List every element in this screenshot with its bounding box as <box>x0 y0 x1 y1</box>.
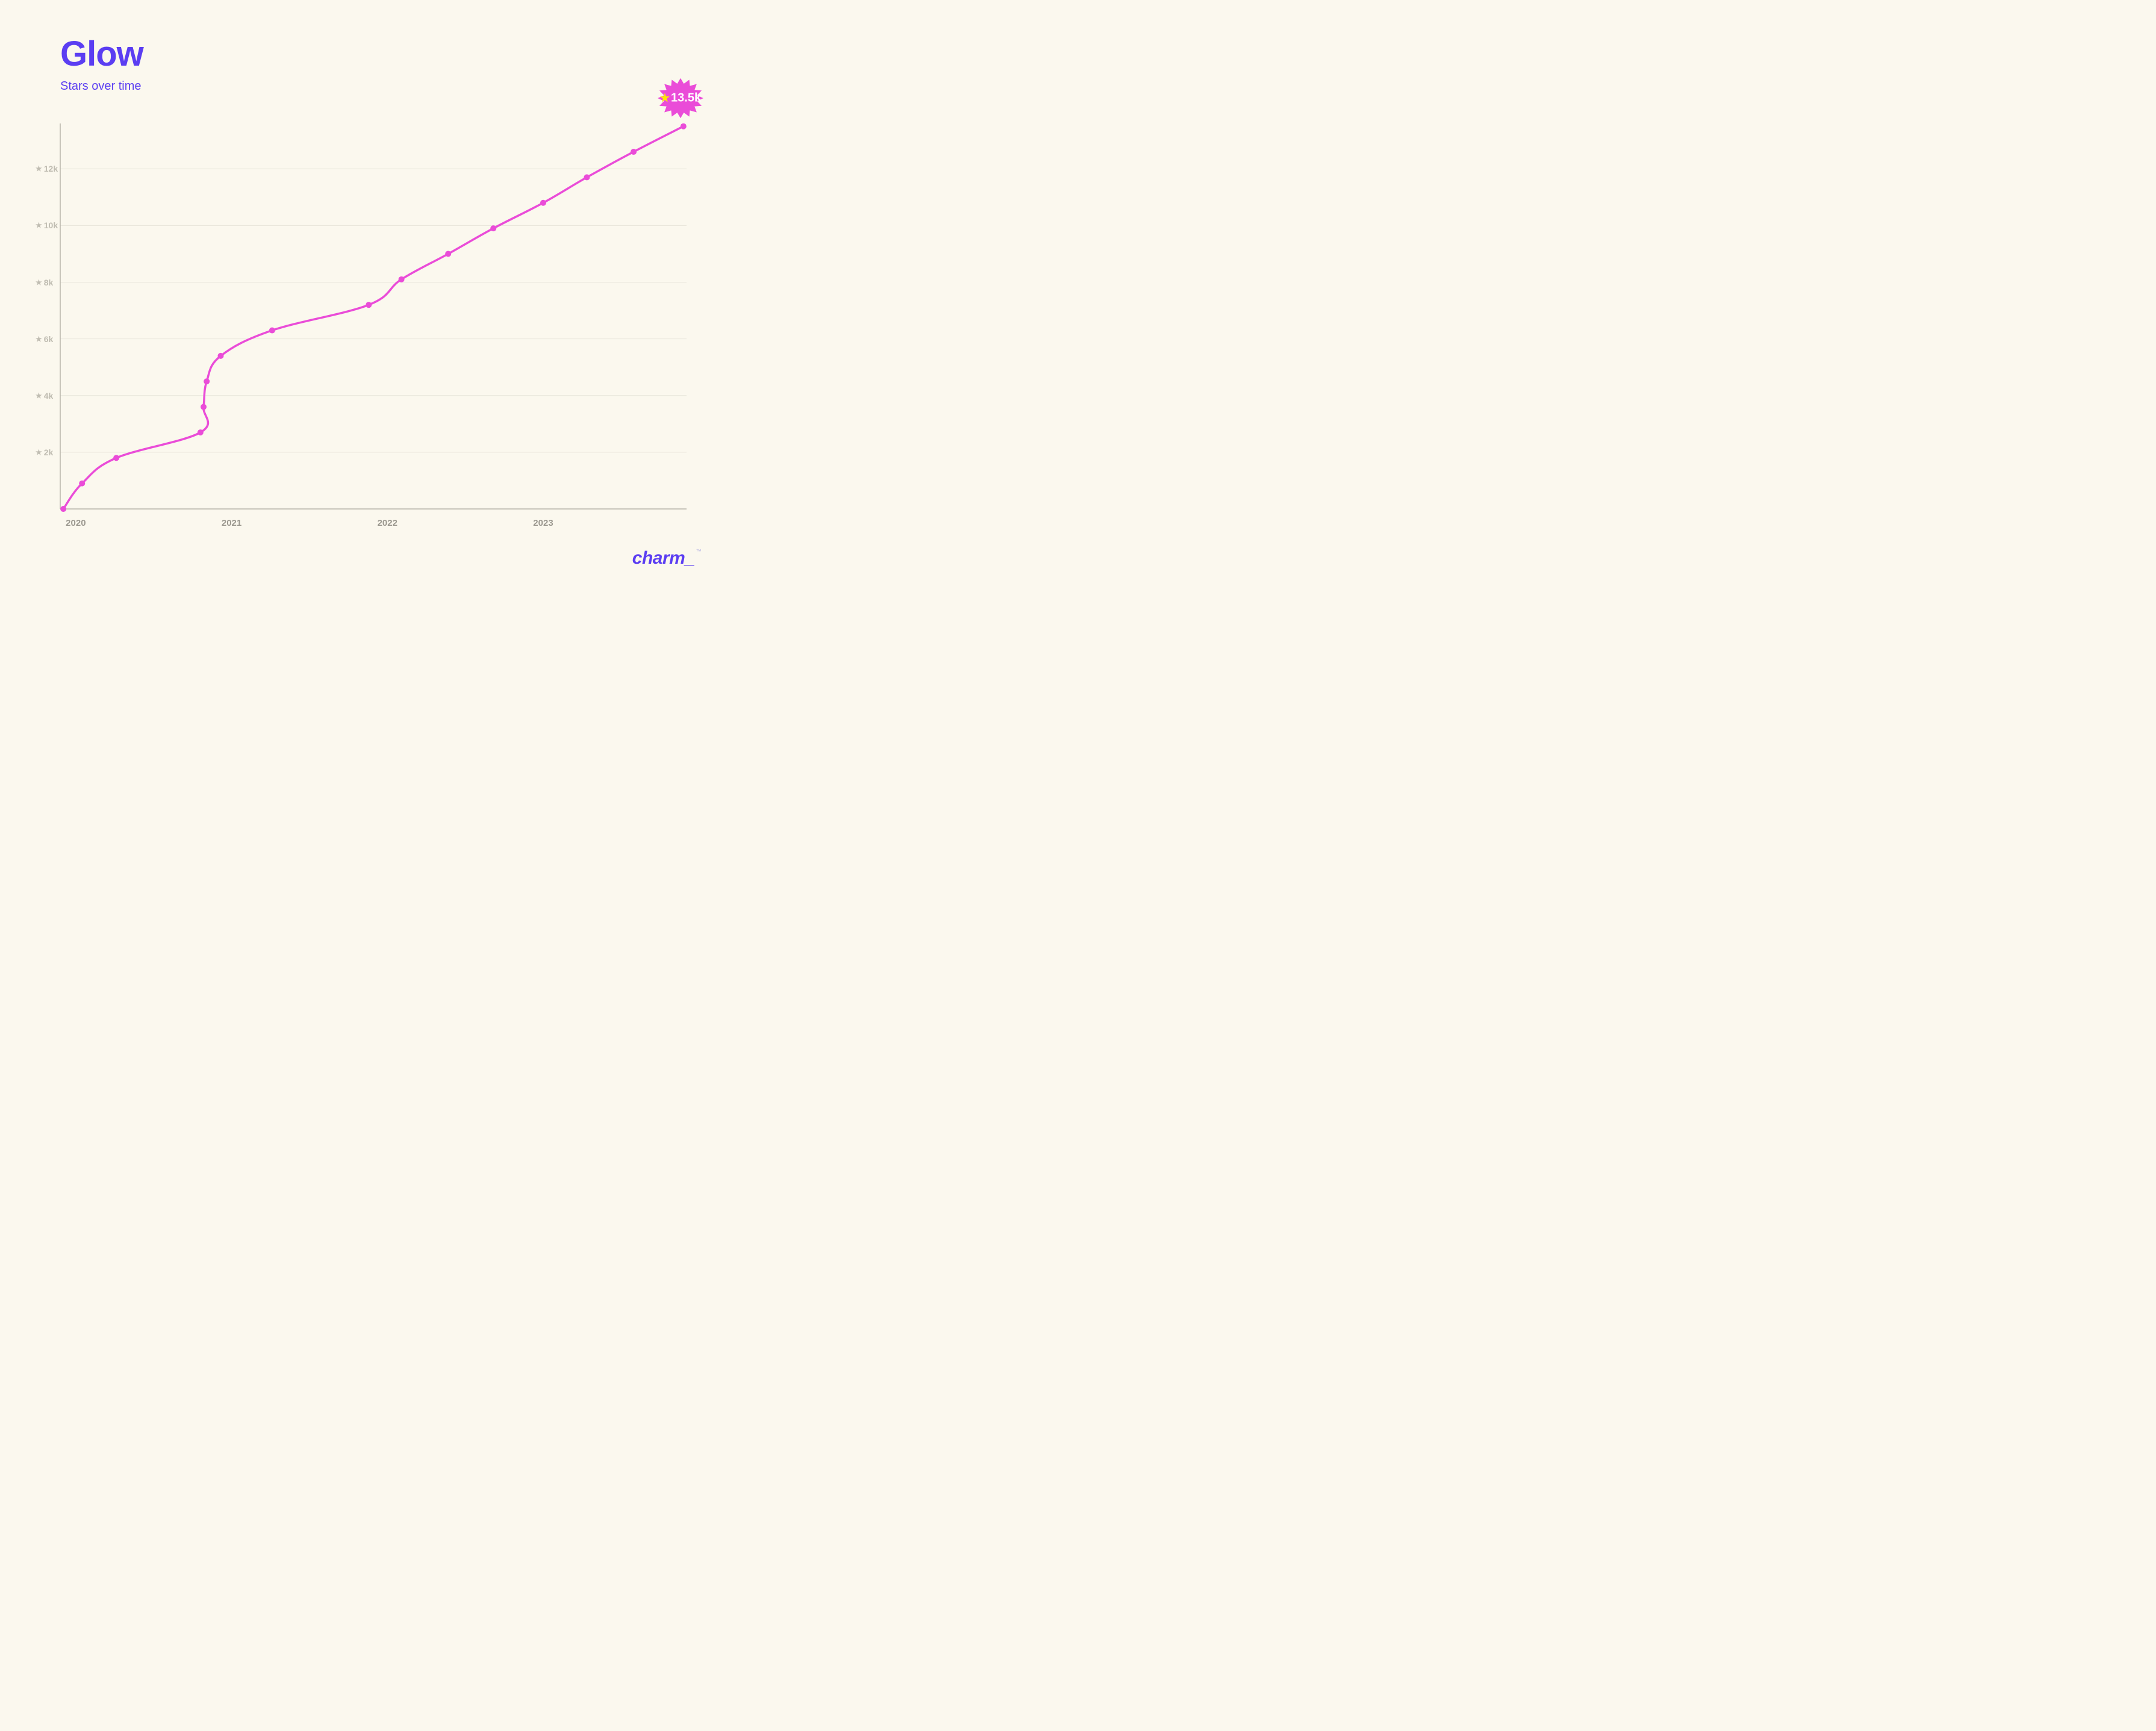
data-point <box>198 429 204 435</box>
badge-value: 13.5k <box>671 92 701 105</box>
star-icon: ★ <box>36 335 42 343</box>
star-icon: ★ <box>36 278 42 287</box>
data-point <box>269 328 275 334</box>
data-point <box>217 353 223 359</box>
star-count-badge: ★13.5k <box>653 77 708 119</box>
chart-subtitle: Stars over time <box>60 80 141 93</box>
y-tick-label: ★6k <box>36 334 53 344</box>
x-tick-label: 2023 <box>533 518 553 528</box>
y-tick-label: ★8k <box>36 278 53 287</box>
trademark-icon: ™ <box>696 548 702 554</box>
y-tick-value: 8k <box>44 278 54 287</box>
data-point <box>681 123 687 129</box>
chart-svg <box>60 123 687 509</box>
data-point <box>201 404 207 410</box>
y-tick-label: ★2k <box>36 448 53 457</box>
y-tick-value: 6k <box>44 334 54 344</box>
x-tick-label: 2022 <box>378 518 397 528</box>
data-point <box>399 276 405 282</box>
y-tick-label: ★10k <box>36 220 58 230</box>
data-point <box>490 225 496 231</box>
data-point <box>584 174 590 180</box>
y-tick-label: ★12k <box>36 164 58 173</box>
chart-container: Glow Stars over time ★2k★4k★6k★8k★10k★12… <box>0 0 735 590</box>
badge-label: ★13.5k <box>660 92 701 105</box>
x-tick-label: 2021 <box>222 518 241 528</box>
y-tick-label: ★4k <box>36 391 53 401</box>
chart-plot-area: ★2k★4k★6k★8k★10k★12k2020202120222023 <box>60 123 687 509</box>
data-point <box>204 378 210 384</box>
star-icon: ★ <box>660 92 670 105</box>
star-icon: ★ <box>36 221 42 229</box>
x-tick-label: 2020 <box>66 518 86 528</box>
chart-title: Glow <box>60 34 143 74</box>
y-tick-value: 12k <box>44 164 58 173</box>
data-point <box>60 506 66 512</box>
y-tick-value: 4k <box>44 391 54 401</box>
data-line <box>63 126 684 509</box>
y-tick-value: 10k <box>44 220 58 230</box>
data-point <box>445 251 451 257</box>
star-icon: ★ <box>36 391 42 400</box>
brand-logo: charm_™ <box>632 548 701 569</box>
data-point <box>113 455 119 461</box>
star-icon: ★ <box>36 164 42 173</box>
data-point <box>540 200 546 206</box>
brand-suffix: _ <box>685 548 694 568</box>
y-tick-value: 2k <box>44 448 54 457</box>
data-point <box>631 149 637 155</box>
brand-name: charm <box>632 548 685 568</box>
star-icon: ★ <box>36 448 42 457</box>
data-point <box>366 302 372 308</box>
data-point <box>79 481 85 487</box>
